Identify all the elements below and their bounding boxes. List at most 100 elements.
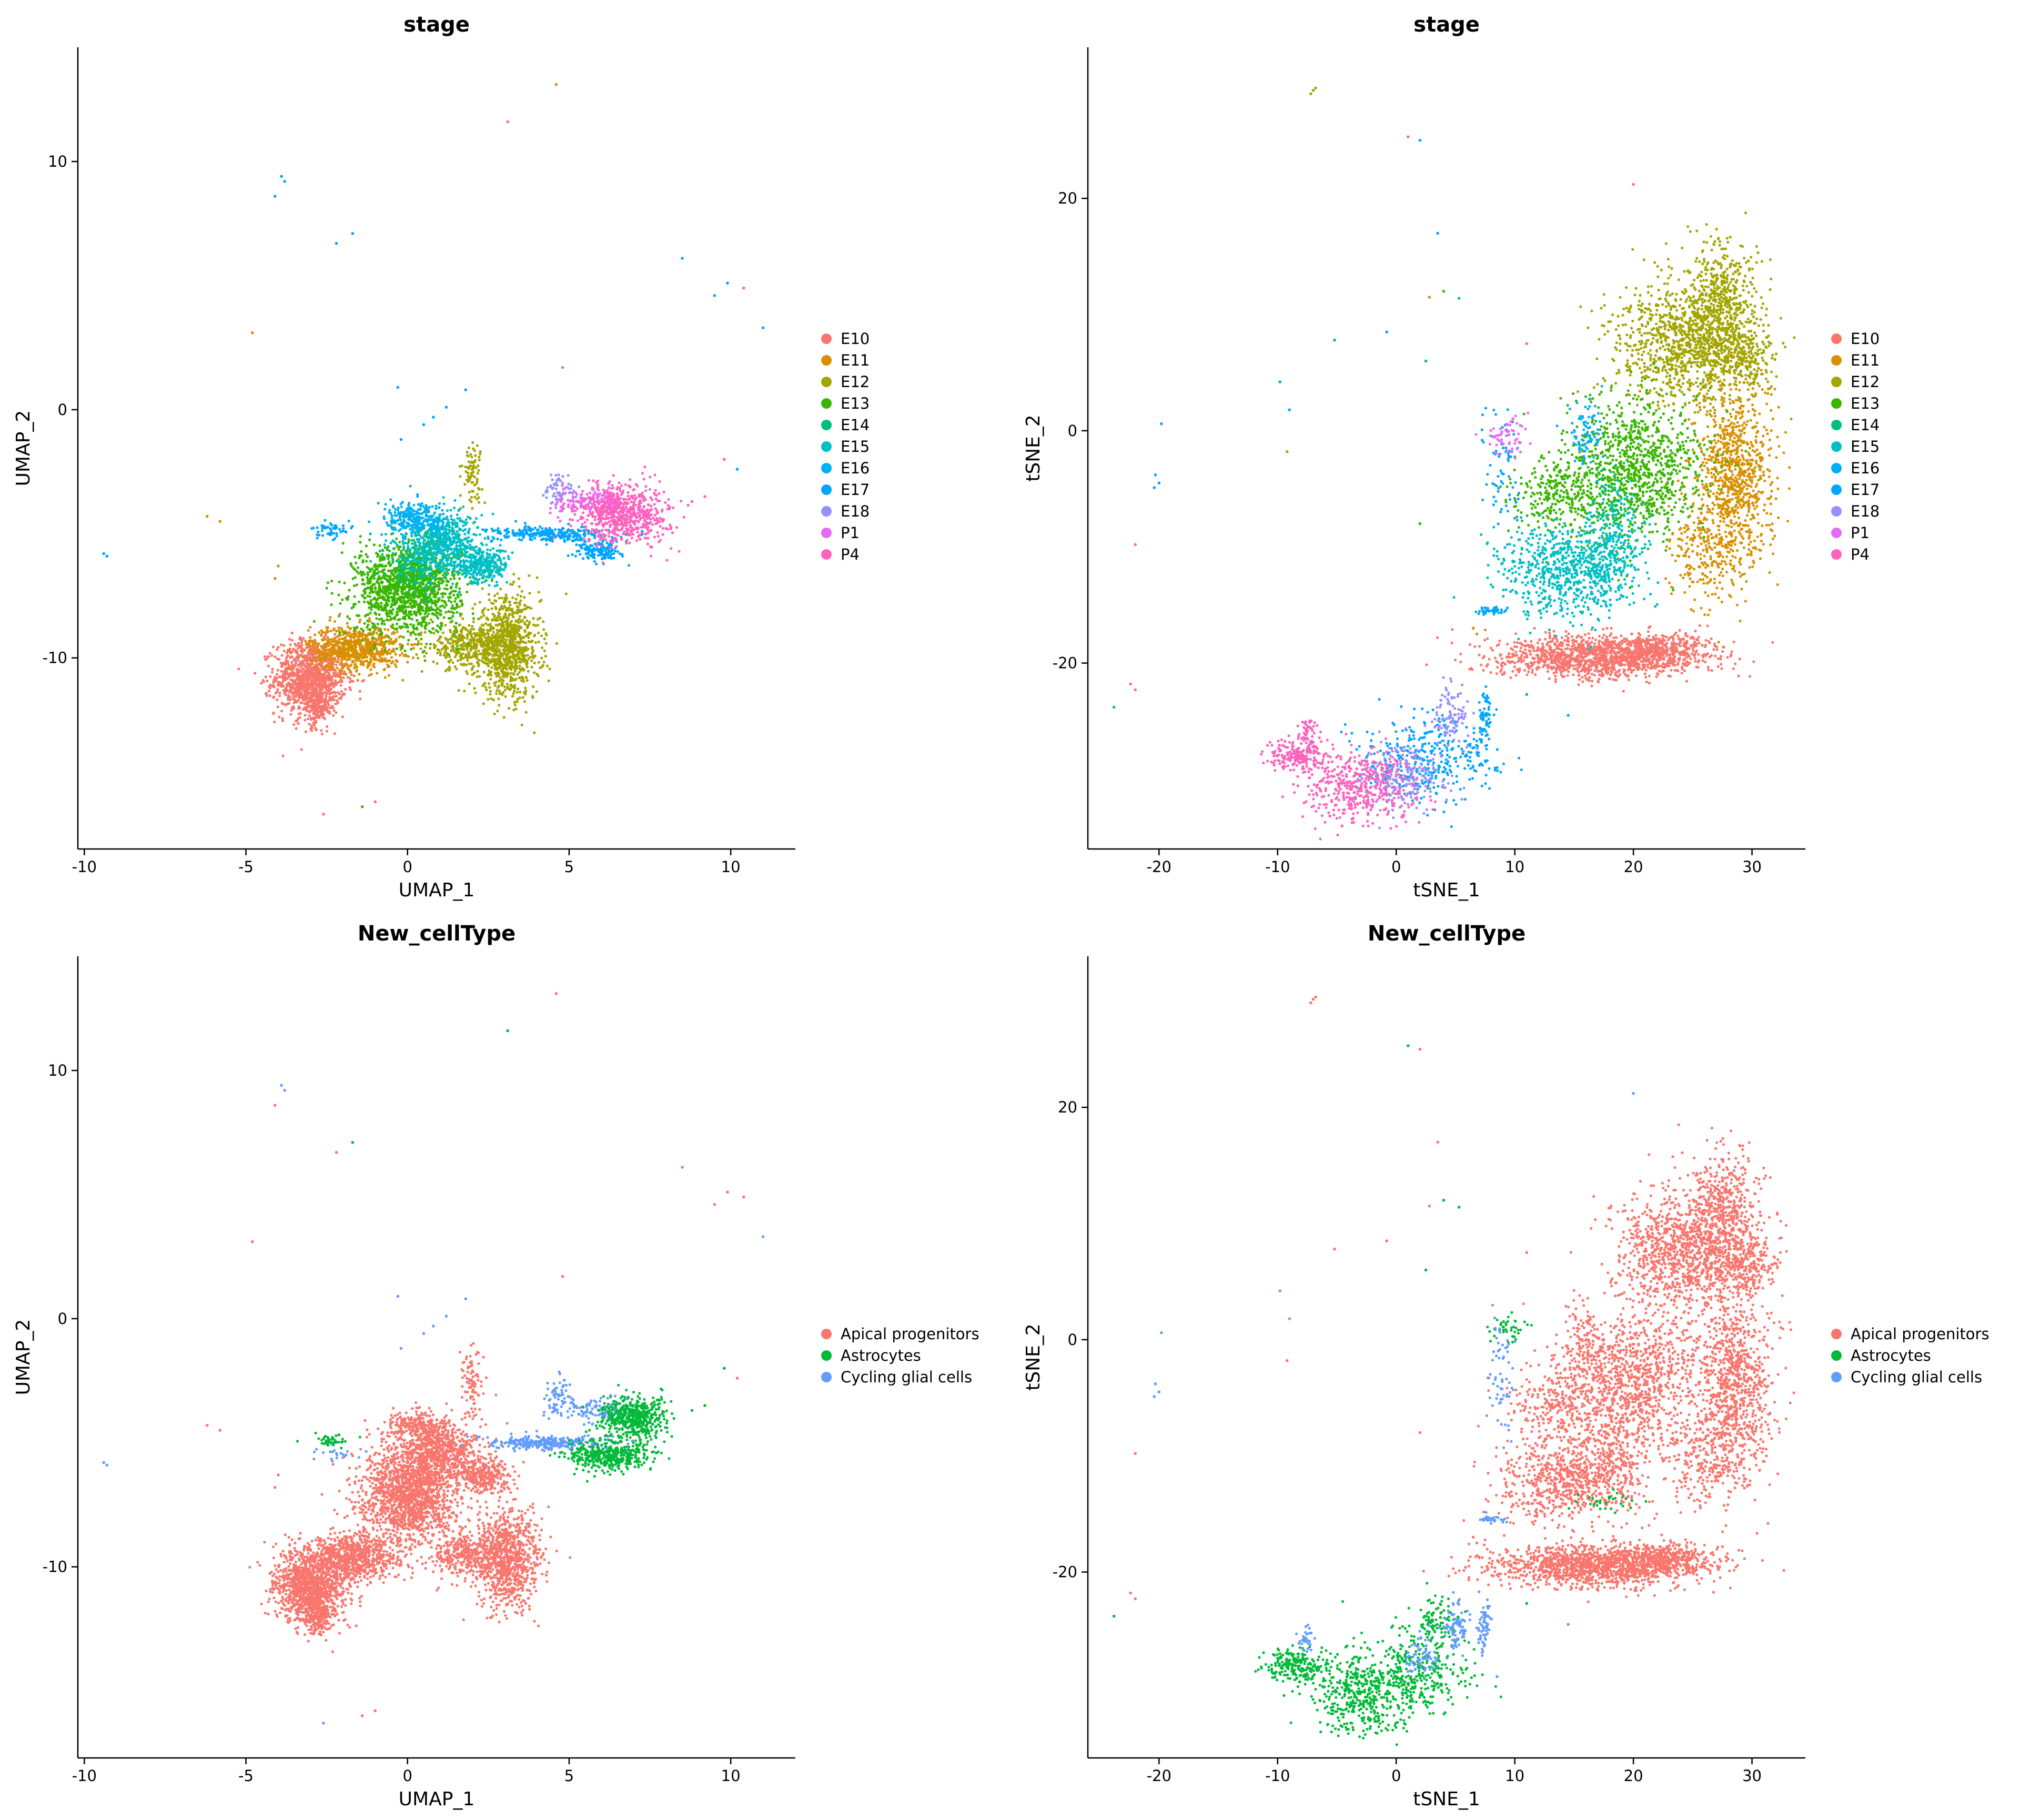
data-point bbox=[387, 628, 390, 631]
data-point bbox=[286, 654, 289, 658]
data-point bbox=[369, 580, 372, 583]
data-point bbox=[542, 661, 546, 664]
data-point bbox=[296, 717, 299, 721]
data-point bbox=[427, 612, 430, 615]
data-point bbox=[340, 690, 343, 693]
data-point bbox=[471, 441, 474, 444]
data-point bbox=[493, 684, 497, 687]
data-point bbox=[433, 594, 437, 598]
data-point bbox=[420, 642, 423, 645]
data-point bbox=[436, 591, 439, 594]
data-point bbox=[328, 693, 331, 696]
data-point bbox=[481, 488, 484, 491]
data-point bbox=[322, 672, 326, 675]
data-point bbox=[466, 454, 469, 457]
data-point bbox=[483, 607, 487, 610]
data-point bbox=[514, 641, 518, 644]
data-point bbox=[304, 698, 307, 701]
data-point bbox=[512, 573, 516, 576]
data-point bbox=[404, 609, 407, 612]
data-point bbox=[454, 606, 457, 610]
data-point bbox=[304, 714, 307, 717]
data-point bbox=[278, 715, 281, 719]
data-point bbox=[455, 583, 458, 587]
data-point bbox=[498, 659, 501, 662]
data-point bbox=[497, 671, 500, 674]
data-point bbox=[533, 634, 536, 638]
data-point bbox=[481, 587, 484, 590]
data-point bbox=[495, 668, 499, 671]
data-point bbox=[267, 690, 270, 693]
data-point bbox=[299, 712, 302, 715]
data-point bbox=[480, 640, 484, 643]
data-point bbox=[417, 656, 420, 660]
data-point bbox=[349, 563, 352, 566]
data-point bbox=[449, 591, 452, 594]
data-point bbox=[383, 676, 387, 679]
data-point bbox=[316, 685, 320, 688]
data-point bbox=[468, 491, 471, 494]
data-point bbox=[518, 615, 522, 618]
data-point bbox=[519, 595, 522, 598]
data-point bbox=[478, 675, 481, 678]
data-point bbox=[340, 626, 343, 630]
data-point bbox=[488, 669, 491, 672]
data-point bbox=[470, 455, 473, 459]
data-point bbox=[401, 596, 404, 600]
data-point bbox=[478, 628, 481, 631]
data-point bbox=[460, 600, 463, 603]
data-point bbox=[442, 646, 446, 650]
data-point bbox=[312, 724, 316, 727]
data-point bbox=[450, 601, 453, 604]
data-point bbox=[523, 630, 527, 633]
data-point bbox=[299, 666, 303, 669]
data-point bbox=[267, 664, 270, 668]
data-point bbox=[543, 649, 546, 652]
data-point bbox=[365, 645, 368, 648]
data-point bbox=[428, 622, 431, 625]
data-point bbox=[495, 675, 498, 678]
data-point bbox=[496, 635, 499, 638]
data-point bbox=[394, 653, 397, 656]
data-point bbox=[486, 629, 489, 632]
data-point bbox=[341, 715, 345, 719]
data-point bbox=[327, 665, 330, 669]
data-point bbox=[428, 587, 431, 590]
data-point bbox=[390, 617, 393, 620]
data-point bbox=[525, 649, 528, 652]
data-point bbox=[410, 613, 413, 616]
data-point bbox=[409, 623, 412, 626]
data-point bbox=[417, 610, 420, 613]
data-point bbox=[420, 598, 423, 601]
data-point bbox=[293, 687, 297, 691]
data-point bbox=[343, 632, 346, 635]
data-point bbox=[506, 625, 510, 629]
data-point bbox=[512, 673, 516, 676]
data-point bbox=[532, 617, 535, 620]
data-point bbox=[344, 656, 347, 659]
data-point bbox=[426, 604, 429, 608]
data-point bbox=[526, 626, 529, 630]
data-point bbox=[471, 655, 474, 658]
data-point bbox=[276, 669, 279, 672]
data-point bbox=[375, 617, 378, 620]
data-point bbox=[306, 662, 309, 665]
data-point bbox=[533, 671, 536, 674]
data-point bbox=[456, 594, 459, 598]
data-point bbox=[401, 589, 405, 592]
data-point bbox=[304, 730, 307, 733]
data-point bbox=[497, 697, 500, 701]
data-point bbox=[472, 490, 475, 493]
data-point bbox=[417, 632, 421, 635]
data-point bbox=[384, 640, 388, 643]
data-point bbox=[482, 644, 485, 647]
data-point bbox=[305, 705, 308, 709]
data-point bbox=[494, 672, 497, 675]
data-point bbox=[387, 599, 390, 602]
data-point bbox=[353, 584, 356, 588]
data-point bbox=[449, 578, 452, 581]
data-point bbox=[508, 631, 511, 634]
data-point bbox=[468, 624, 471, 627]
data-point bbox=[353, 595, 356, 598]
data-point bbox=[471, 507, 474, 510]
